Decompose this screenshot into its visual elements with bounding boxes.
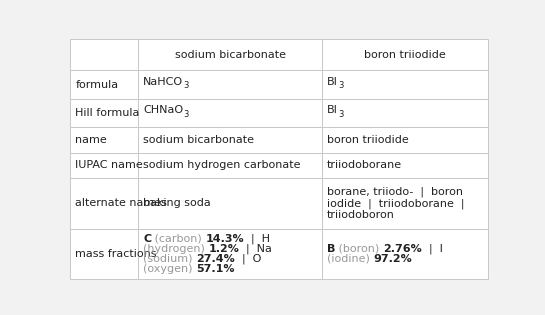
Text: borane, triiodo-  |  boron
iodide  |  triiodoborane  |
triiodoboron: borane, triiodo- | boron iodide | triiod… bbox=[327, 186, 464, 220]
Text: BI: BI bbox=[327, 77, 338, 87]
Bar bbox=[322, 39, 488, 71]
Text: 3: 3 bbox=[183, 81, 189, 90]
Text: sodium bicarbonate: sodium bicarbonate bbox=[143, 135, 254, 145]
Text: sodium bicarbonate: sodium bicarbonate bbox=[174, 50, 286, 60]
Bar bbox=[70, 153, 138, 178]
Text: (carbon): (carbon) bbox=[152, 233, 205, 243]
Bar bbox=[70, 229, 138, 279]
Text: B: B bbox=[327, 244, 335, 254]
Text: 2.76%: 2.76% bbox=[383, 244, 422, 254]
Text: |  I: | I bbox=[422, 243, 443, 254]
Text: |  Na: | Na bbox=[239, 243, 272, 254]
Bar bbox=[138, 39, 322, 71]
Text: 14.3%: 14.3% bbox=[205, 233, 244, 243]
Text: BI: BI bbox=[327, 105, 338, 115]
Bar bbox=[138, 71, 322, 99]
Text: (sodium): (sodium) bbox=[143, 254, 196, 264]
Text: IUPAC name: IUPAC name bbox=[75, 160, 143, 170]
Text: sodium hydrogen carbonate: sodium hydrogen carbonate bbox=[143, 160, 301, 170]
Text: boron triiodide: boron triiodide bbox=[364, 50, 446, 60]
Text: NaHCO: NaHCO bbox=[143, 77, 183, 87]
Bar bbox=[70, 71, 138, 99]
Text: C: C bbox=[143, 233, 152, 243]
Text: 3: 3 bbox=[338, 110, 343, 119]
Text: 3: 3 bbox=[183, 110, 189, 119]
Bar bbox=[138, 153, 322, 178]
Text: formula: formula bbox=[75, 80, 118, 90]
Text: CHNaO: CHNaO bbox=[143, 105, 183, 115]
Bar bbox=[70, 99, 138, 127]
Text: |  O: | O bbox=[235, 254, 261, 264]
Text: baking soda: baking soda bbox=[143, 198, 211, 208]
Text: mass fractions: mass fractions bbox=[75, 249, 157, 259]
Bar bbox=[322, 178, 488, 229]
Text: |  H: | H bbox=[244, 233, 270, 244]
Text: (oxygen): (oxygen) bbox=[143, 264, 196, 274]
Bar bbox=[70, 178, 138, 229]
Bar bbox=[138, 178, 322, 229]
Bar bbox=[70, 127, 138, 153]
Text: triiodoborane: triiodoborane bbox=[327, 160, 402, 170]
Bar bbox=[138, 229, 322, 279]
Text: Hill formula: Hill formula bbox=[75, 108, 140, 118]
Text: 1.2%: 1.2% bbox=[209, 244, 239, 254]
Text: (hydrogen): (hydrogen) bbox=[143, 244, 209, 254]
Text: (boron): (boron) bbox=[335, 244, 383, 254]
Bar bbox=[138, 99, 322, 127]
Text: 57.1%: 57.1% bbox=[196, 264, 235, 274]
Text: 3: 3 bbox=[338, 81, 343, 90]
Bar bbox=[70, 39, 138, 71]
Bar bbox=[322, 153, 488, 178]
Text: alternate names: alternate names bbox=[75, 198, 167, 208]
Bar bbox=[322, 127, 488, 153]
Text: boron triiodide: boron triiodide bbox=[327, 135, 409, 145]
Text: name: name bbox=[75, 135, 107, 145]
Text: (iodine): (iodine) bbox=[327, 254, 373, 264]
Bar bbox=[322, 71, 488, 99]
Text: 97.2%: 97.2% bbox=[373, 254, 412, 264]
Bar bbox=[138, 127, 322, 153]
Bar bbox=[322, 99, 488, 127]
Text: 27.4%: 27.4% bbox=[196, 254, 235, 264]
Bar bbox=[322, 229, 488, 279]
